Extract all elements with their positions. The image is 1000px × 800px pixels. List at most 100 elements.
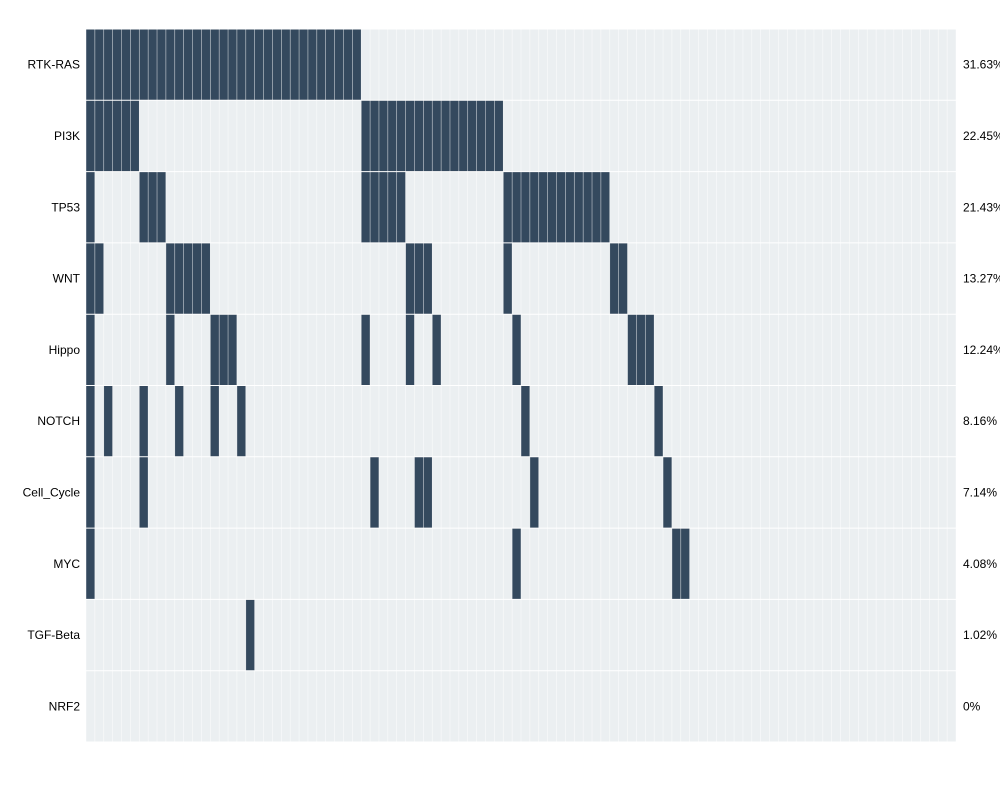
empty-cell-pi3k [698, 100, 708, 172]
empty-cell-pi3k [263, 100, 273, 172]
empty-cell-pi3k [813, 100, 823, 172]
empty-cell-tgf-beta [219, 599, 229, 671]
altered-cell-rtk-ras [307, 29, 317, 101]
empty-cell-cell-cycle [174, 456, 184, 529]
empty-cell-rtk-ras [556, 29, 566, 101]
empty-cell-hippo [849, 314, 859, 386]
empty-cell-notch [201, 385, 211, 457]
altered-cell-wnt [503, 242, 513, 315]
empty-cell-tgf-beta [299, 599, 308, 671]
altered-cell-wnt [192, 242, 202, 315]
altered-cell-cell-cycle [663, 456, 672, 529]
empty-cell-cell-cycle [565, 456, 575, 529]
altered-cell-cell-cycle [423, 456, 433, 529]
empty-cell-tp53 [183, 171, 193, 243]
empty-cell-tgf-beta [441, 599, 450, 671]
empty-cell-wnt [813, 242, 823, 315]
empty-cell-notch [325, 385, 335, 457]
empty-cell-notch [148, 385, 158, 457]
empty-cell-tp53 [441, 171, 450, 243]
empty-cell-hippo [618, 314, 628, 386]
empty-cell-myc [574, 528, 584, 600]
empty-cell-cell-cycle [938, 456, 948, 529]
empty-cell-myc [831, 528, 841, 600]
altered-cell-pi3k [103, 100, 113, 172]
empty-cell-wnt [281, 242, 291, 315]
empty-cell-cell-cycle [245, 456, 255, 529]
empty-cell-cell-cycle [352, 456, 362, 529]
empty-cell-cell-cycle [876, 456, 885, 529]
altered-cell-wnt [165, 242, 175, 315]
empty-cell-hippo [876, 314, 885, 386]
empty-cell-notch [112, 385, 122, 457]
empty-cell-tp53 [813, 171, 823, 243]
empty-cell-myc [201, 528, 211, 600]
empty-cell-tgf-beta [165, 599, 175, 671]
empty-cell-myc [778, 528, 788, 600]
empty-cell-nrf2 [725, 670, 735, 742]
empty-cell-notch [565, 385, 575, 457]
empty-cell-pi3k [769, 100, 779, 172]
empty-cell-tgf-beta [600, 599, 610, 671]
altered-cell-wnt [201, 242, 211, 315]
altered-cell-rtk-ras [281, 29, 291, 101]
empty-cell-tgf-beta [112, 599, 122, 671]
empty-cell-hippo [370, 314, 379, 386]
empty-cell-tgf-beta [423, 599, 433, 671]
empty-cell-cell-cycle [725, 456, 735, 529]
empty-cell-tgf-beta [671, 599, 681, 671]
empty-cell-tgf-beta [210, 599, 220, 671]
empty-cell-myc [94, 528, 104, 600]
empty-cell-tgf-beta [583, 599, 593, 671]
empty-cell-tp53 [876, 171, 885, 243]
empty-cell-tgf-beta [858, 599, 868, 671]
altered-cell-rtk-ras [157, 29, 166, 101]
empty-cell-hippo [174, 314, 184, 386]
empty-cell-myc [405, 528, 415, 600]
empty-cell-pi3k [947, 100, 956, 172]
empty-cell-hippo [947, 314, 956, 386]
empty-cell-nrf2 [405, 670, 415, 742]
empty-cell-wnt [769, 242, 779, 315]
altered-cell-pi3k [121, 100, 131, 172]
empty-cell-nrf2 [449, 670, 459, 742]
empty-cell-hippo [556, 314, 566, 386]
empty-cell-tgf-beta [521, 599, 530, 671]
empty-cell-notch [680, 385, 690, 457]
empty-cell-hippo [325, 314, 335, 386]
empty-cell-cell-cycle [272, 456, 282, 529]
altered-cell-tp53 [529, 171, 539, 243]
empty-cell-nrf2 [716, 670, 726, 742]
empty-cell-hippo [858, 314, 868, 386]
empty-cell-cell-cycle [281, 456, 291, 529]
empty-cell-pi3k [751, 100, 761, 172]
empty-cell-tp53 [272, 171, 282, 243]
empty-cell-nrf2 [86, 670, 95, 742]
empty-cell-wnt [538, 242, 548, 315]
empty-cell-notch [592, 385, 601, 457]
empty-cell-tgf-beta [884, 599, 894, 671]
empty-cell-cell-cycle [636, 456, 646, 529]
empty-cell-pi3k [707, 100, 717, 172]
altered-cell-rtk-ras [299, 29, 308, 101]
empty-cell-rtk-ras [707, 29, 717, 101]
empty-cell-tp53 [281, 171, 291, 243]
empty-cell-rtk-ras [849, 29, 859, 101]
empty-cell-tp53 [458, 171, 468, 243]
empty-cell-nrf2 [947, 670, 956, 742]
empty-cell-tp53 [822, 171, 832, 243]
empty-cell-hippo [476, 314, 486, 386]
empty-cell-myc [458, 528, 468, 600]
empty-cell-notch [920, 385, 930, 457]
altered-cell-myc [86, 528, 95, 600]
empty-cell-myc [538, 528, 548, 600]
empty-cell-pi3k [876, 100, 885, 172]
empty-cell-nrf2 [272, 670, 282, 742]
empty-cell-cell-cycle [228, 456, 237, 529]
altered-cell-wnt [183, 242, 193, 315]
empty-cell-notch [556, 385, 566, 457]
empty-cell-pi3k [290, 100, 300, 172]
altered-cell-notch [86, 385, 95, 457]
empty-cell-myc [449, 528, 459, 600]
empty-cell-nrf2 [432, 670, 442, 742]
